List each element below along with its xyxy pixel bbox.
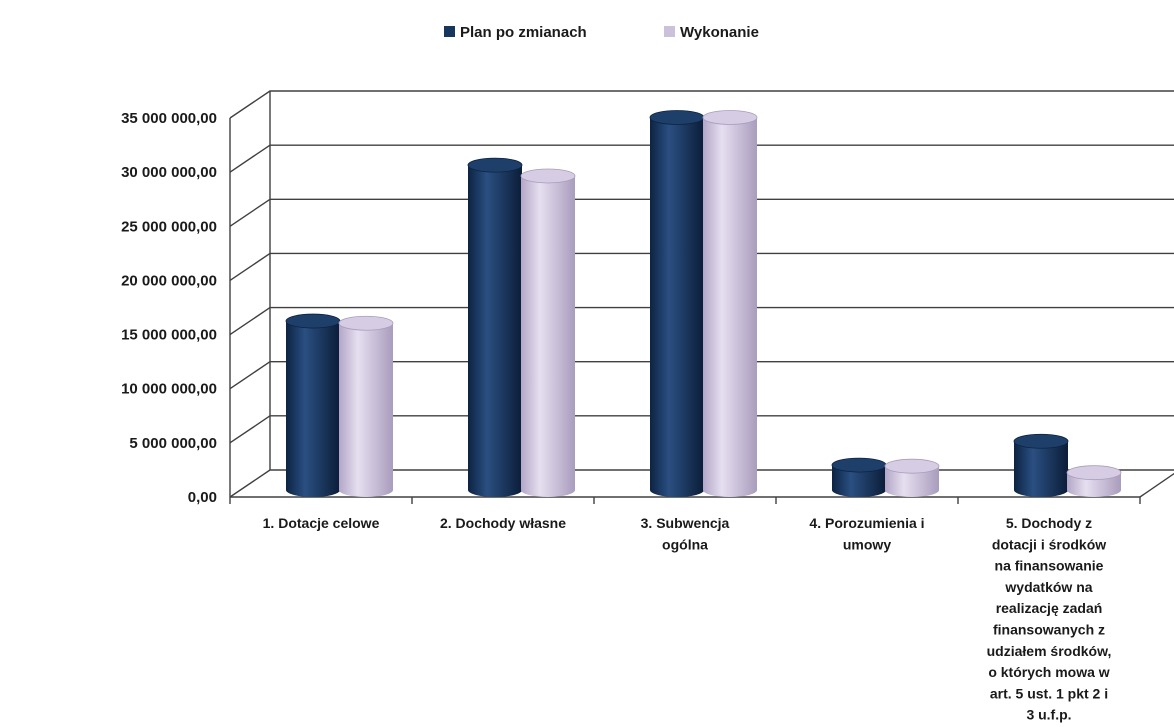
legend-swatch (664, 26, 675, 37)
bar-top (702, 110, 758, 125)
bar (520, 168, 576, 497)
bar-top (649, 110, 705, 125)
y-tick-label: 10 000 000,00 (121, 381, 217, 398)
bars (285, 110, 1122, 498)
category-label: 5. Dochody z dotacji i środków na finansow… (987, 515, 1112, 723)
bar (467, 157, 523, 497)
floor-right-edge (1139, 472, 1174, 498)
y-tick-label: 15 000 000,00 (121, 327, 217, 344)
bar-body (286, 321, 340, 497)
bar (831, 457, 887, 497)
bar-top (884, 458, 940, 474)
bar (285, 313, 341, 497)
gridlines (229, 90, 1174, 498)
bar-body (832, 465, 886, 497)
x-axis-category-labels: 1. Dotacje celowe 2. Dochody własne 3. Sub… (229, 497, 1141, 723)
bar-body (339, 323, 393, 497)
bar-top (1013, 433, 1069, 449)
legend-label: Plan po zmianach (460, 24, 587, 41)
y-axis-tick-labels: 0,00 5 000 000,00 10 000 000,00 15 000 000,… (121, 110, 217, 506)
bar (338, 315, 394, 497)
bar-body (1014, 441, 1068, 497)
bar-top (831, 457, 887, 473)
category-label: 4. Porozumienia i umowy (809, 515, 924, 552)
bar-top (338, 315, 394, 331)
bar-top (1066, 465, 1122, 481)
bar (702, 110, 758, 498)
bar-top (285, 313, 341, 329)
bar-body (521, 175, 575, 497)
category-label: 1. Dotacje celowe (263, 515, 380, 531)
y-tick-label: 0,00 (188, 489, 217, 506)
bar-body (650, 117, 704, 498)
category-label: 3. Subwencja ogólna (641, 515, 730, 552)
y-tick-label: 30 000 000,00 (121, 164, 217, 181)
category-label: 2. Dochody własne (440, 515, 566, 531)
bar-top (467, 157, 523, 173)
bar-body (703, 117, 757, 498)
legend: Plan po zmianach Wykonanie (444, 24, 759, 41)
bar-body (885, 466, 939, 497)
gridline-7 (229, 90, 1174, 119)
bar (649, 110, 705, 498)
bar-top (520, 168, 576, 184)
legend-label: Wykonanie (680, 24, 759, 41)
bar (884, 458, 940, 497)
bar (1066, 465, 1122, 497)
bar-body (468, 165, 522, 497)
bar (1013, 433, 1069, 497)
y-tick-label: 20 000 000,00 (121, 272, 217, 289)
y-tick-label: 5 000 000,00 (129, 435, 217, 452)
y-tick-label: 35 000 000,00 (121, 110, 217, 127)
legend-swatch (444, 26, 455, 37)
y-tick-label: 25 000 000,00 (121, 218, 217, 235)
